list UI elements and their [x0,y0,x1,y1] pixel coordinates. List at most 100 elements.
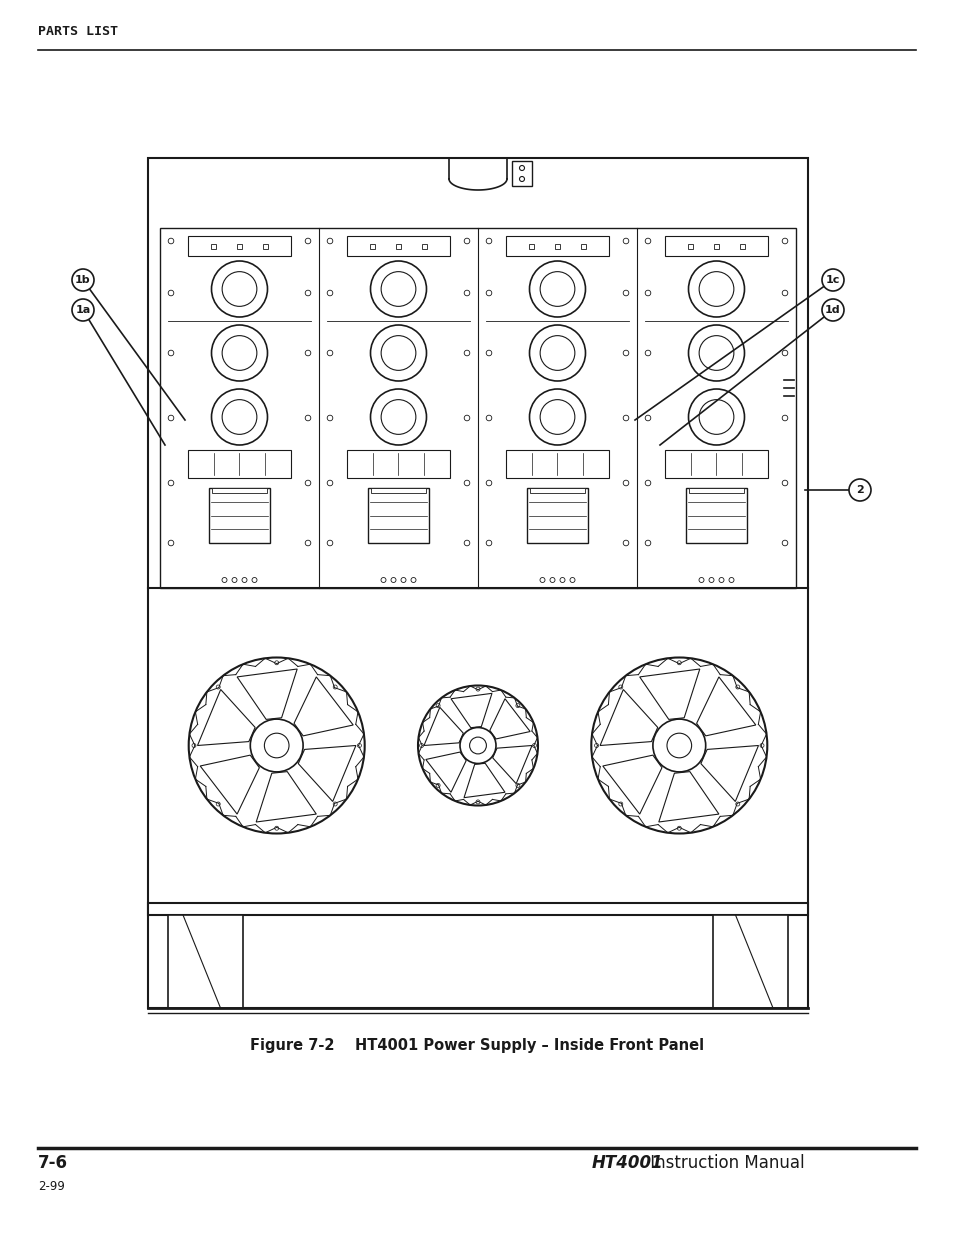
Bar [370,243,375,248]
Circle shape [419,743,423,747]
Circle shape [644,480,650,485]
Circle shape [192,743,195,747]
Circle shape [529,261,585,317]
Text: Instruction Manual: Instruction Manual [644,1153,803,1172]
Circle shape [486,415,492,421]
Circle shape [168,238,173,243]
Circle shape [735,802,739,806]
Circle shape [370,261,426,317]
Bar [148,158,807,1008]
Circle shape [644,415,650,421]
Polygon shape [599,689,657,746]
Bar [530,488,584,493]
Circle shape [708,578,713,583]
Circle shape [381,400,416,435]
Circle shape [168,415,173,421]
Bar [527,488,587,543]
Circle shape [327,351,333,356]
Circle shape [357,743,361,747]
Circle shape [476,687,479,692]
Circle shape [486,480,492,485]
Bar [347,450,450,478]
Circle shape [644,351,650,356]
Circle shape [516,704,519,708]
Circle shape [618,685,622,689]
Circle shape [652,719,705,772]
Circle shape [274,826,278,830]
Circle shape [333,802,336,806]
Bar [236,243,242,248]
Circle shape [242,578,247,583]
Circle shape [436,704,439,708]
Circle shape [464,415,469,421]
Polygon shape [492,746,532,784]
Circle shape [222,578,227,583]
Text: 2: 2 [855,485,863,495]
Circle shape [519,177,524,182]
Text: 2-99: 2-99 [38,1179,65,1193]
Circle shape [781,290,787,296]
Circle shape [327,480,333,485]
Circle shape [212,325,267,382]
Text: 7-6: 7-6 [38,1153,68,1172]
Polygon shape [256,772,316,823]
Circle shape [677,661,680,664]
Circle shape [622,238,628,243]
Bar [664,236,767,256]
Text: HT4001: HT4001 [592,1153,663,1172]
Polygon shape [237,669,297,720]
Circle shape [464,351,469,356]
Circle shape [781,415,787,421]
Circle shape [781,480,787,485]
Bar [211,243,216,248]
Bar [421,243,426,248]
Circle shape [464,540,469,546]
Circle shape [688,261,743,317]
Circle shape [559,578,564,583]
Circle shape [216,685,220,689]
Circle shape [391,578,395,583]
Bar [505,450,608,478]
Circle shape [189,657,364,834]
Bar [395,243,400,248]
Bar [555,243,559,248]
Bar [686,488,746,543]
Circle shape [486,540,492,546]
Circle shape [486,351,492,356]
Circle shape [168,480,173,485]
Circle shape [781,351,787,356]
Bar [168,915,243,1008]
Circle shape [486,238,492,243]
Circle shape [728,578,733,583]
Text: 1a: 1a [75,305,91,315]
Circle shape [622,351,628,356]
Text: 1b: 1b [75,275,91,285]
Circle shape [305,540,311,546]
Circle shape [569,578,575,583]
Circle shape [411,578,416,583]
Bar [262,243,268,248]
Circle shape [222,400,256,435]
Circle shape [327,238,333,243]
Polygon shape [294,677,353,736]
Circle shape [618,802,622,806]
Text: 1c: 1c [825,275,840,285]
Bar [712,915,787,1008]
Circle shape [622,290,628,296]
Circle shape [333,685,336,689]
Circle shape [274,661,278,664]
Circle shape [252,578,256,583]
Circle shape [305,480,311,485]
Circle shape [699,578,703,583]
Circle shape [464,480,469,485]
Circle shape [216,802,220,806]
Bar [505,236,608,256]
Circle shape [688,389,743,445]
Circle shape [250,719,303,772]
Circle shape [688,325,743,382]
Bar [210,488,270,543]
Polygon shape [423,708,463,746]
Circle shape [400,578,406,583]
Circle shape [327,540,333,546]
Circle shape [71,269,94,291]
